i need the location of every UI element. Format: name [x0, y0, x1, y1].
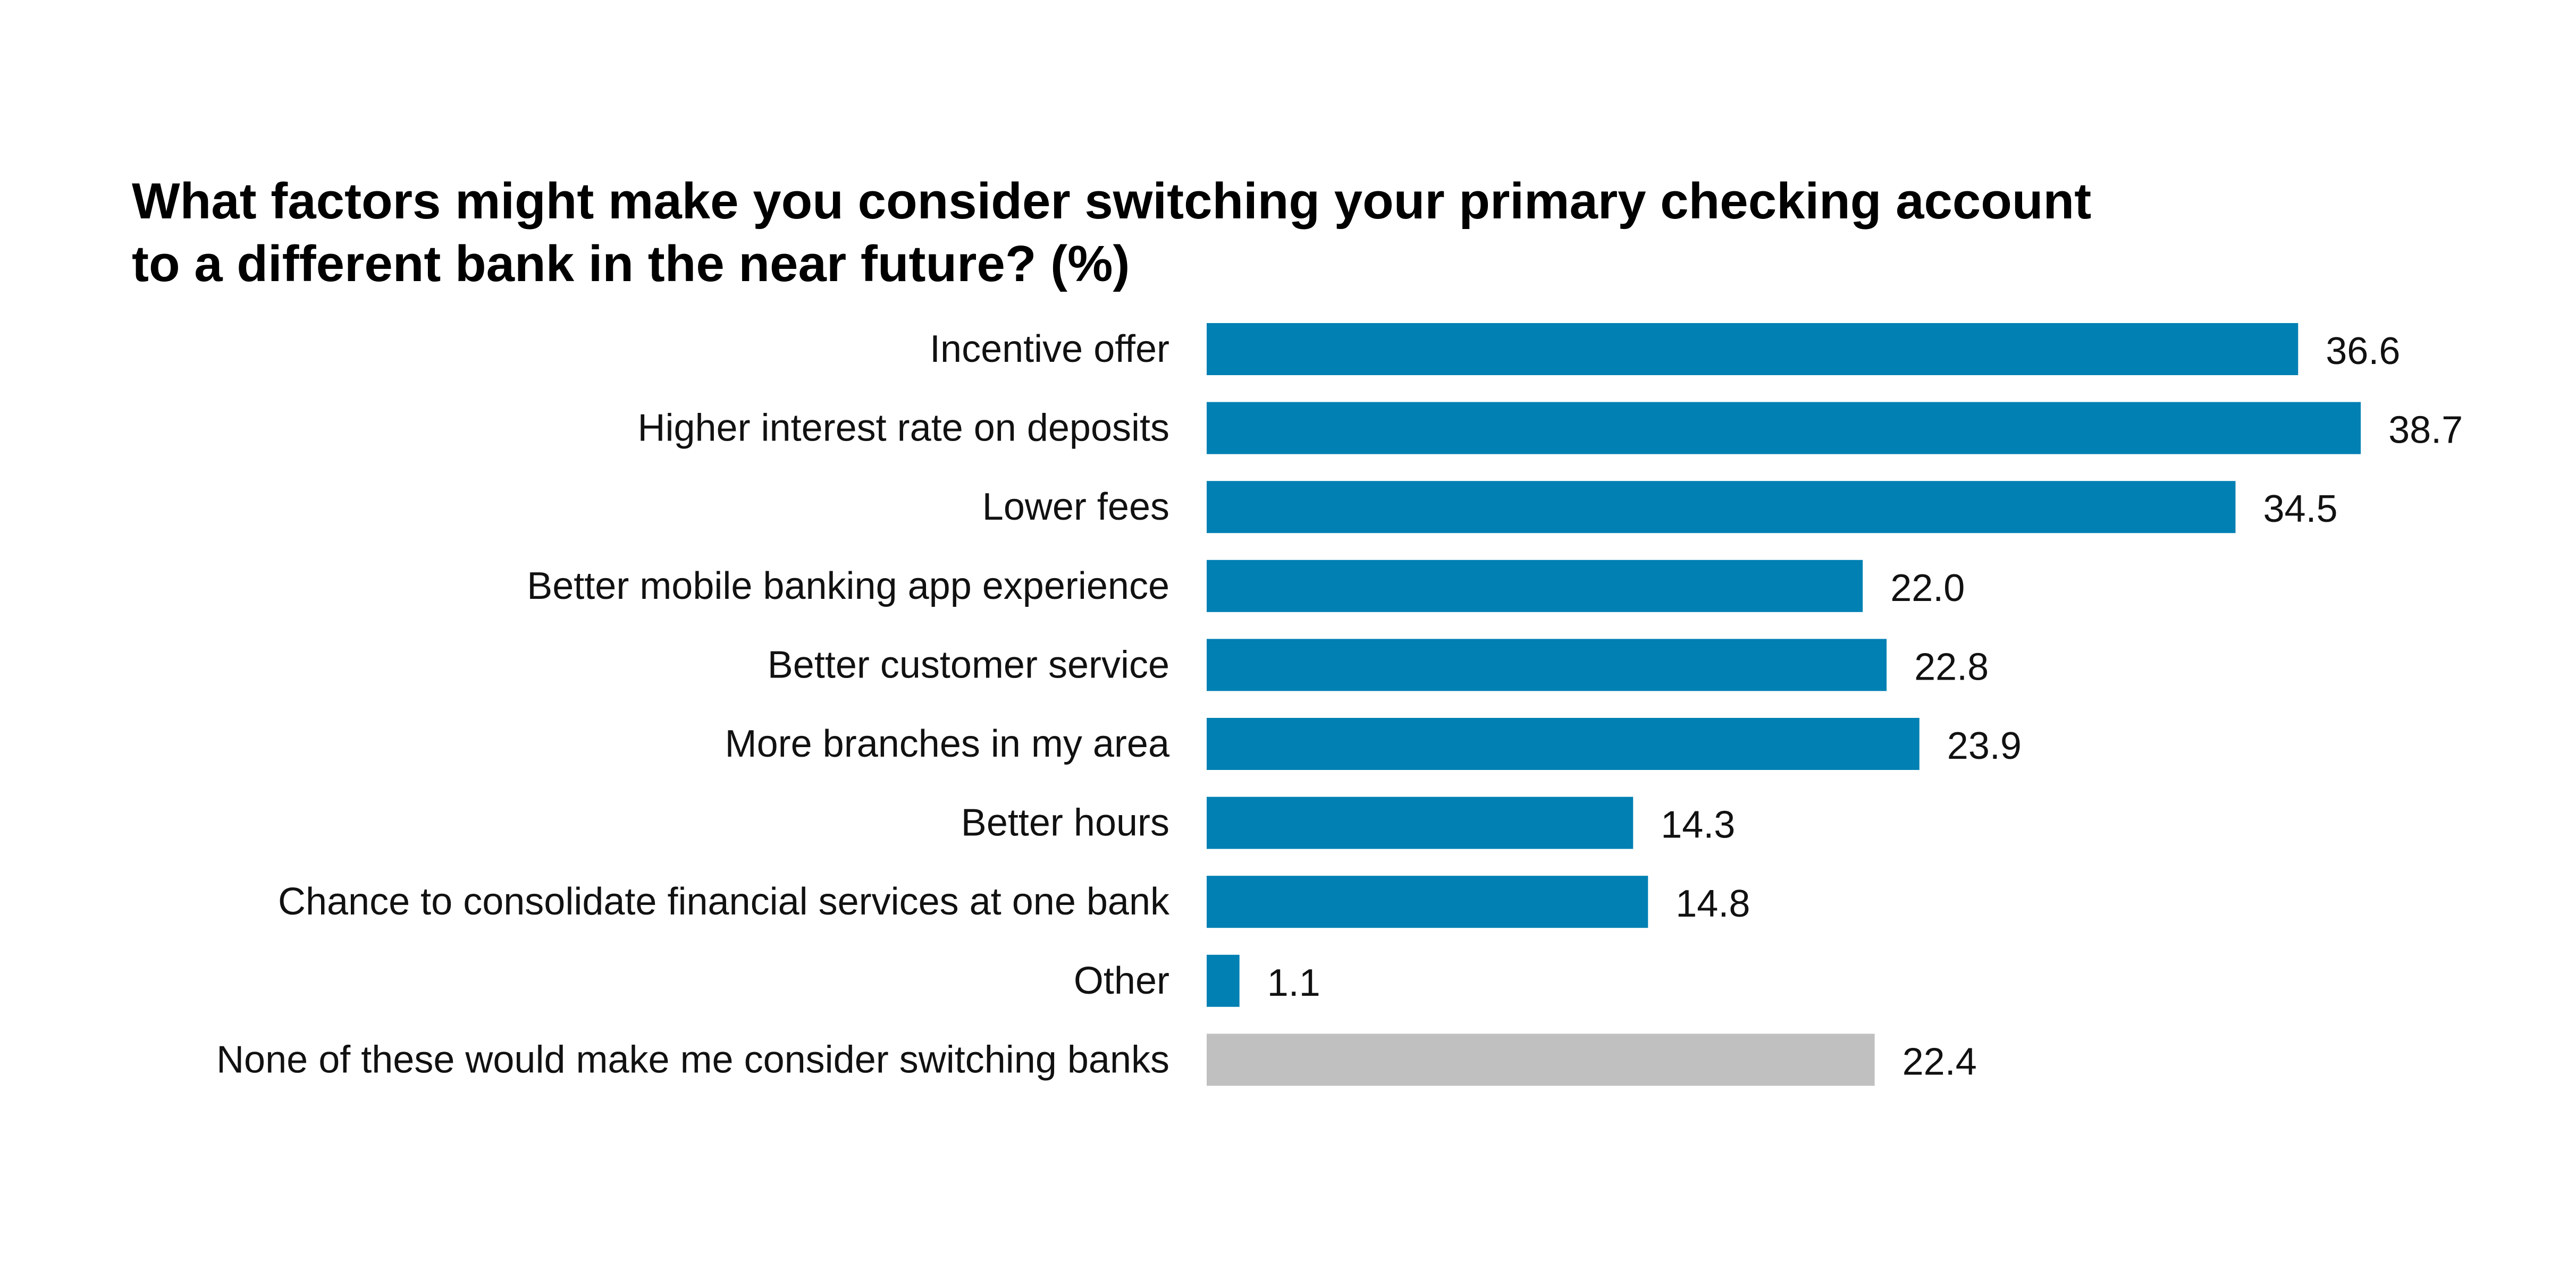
value-label: 22.0	[1890, 567, 1965, 609]
value-label: 22.8	[1914, 646, 1989, 688]
bar	[1207, 560, 1863, 612]
category-label: Incentive offer	[930, 328, 1169, 370]
chart-title-line-2: to a different bank in the near future? …	[132, 235, 1130, 292]
value-label: 14.8	[1676, 883, 1750, 925]
category-label: Better mobile banking app experience	[527, 565, 1169, 607]
value-label: 34.5	[2263, 488, 2337, 530]
bar	[1207, 797, 1634, 849]
chart-title: What factors might make you consider swi…	[132, 170, 2364, 295]
value-label: 14.3	[1661, 804, 1735, 846]
bar	[1207, 718, 1920, 770]
value-label: 38.7	[2388, 409, 2463, 452]
category-label: Other	[1074, 960, 1169, 1002]
bar	[1207, 954, 1240, 1007]
bar	[1207, 323, 2299, 375]
chart-title-line-1: What factors might make you consider swi…	[132, 173, 2092, 230]
value-label: 23.9	[1947, 725, 2022, 767]
bar	[1207, 876, 1648, 928]
category-label: Lower fees	[982, 486, 1169, 528]
category-label: Higher interest rate on deposits	[637, 407, 1169, 450]
value-label: 36.6	[2326, 330, 2400, 372]
category-label: None of these would make me consider swi…	[216, 1038, 1169, 1081]
category-label: Better hours	[961, 802, 1169, 844]
value-label: 1.1	[1267, 962, 1320, 1004]
bar	[1207, 481, 2236, 533]
category-label: Chance to consolidate financial services…	[278, 880, 1170, 923]
bar	[1207, 1034, 1875, 1086]
bar	[1207, 402, 2361, 454]
value-label: 22.4	[1902, 1040, 1977, 1083]
category-label: Better customer service	[768, 643, 1169, 686]
category-label: More branches in my area	[725, 723, 1170, 765]
bar	[1207, 639, 1887, 691]
